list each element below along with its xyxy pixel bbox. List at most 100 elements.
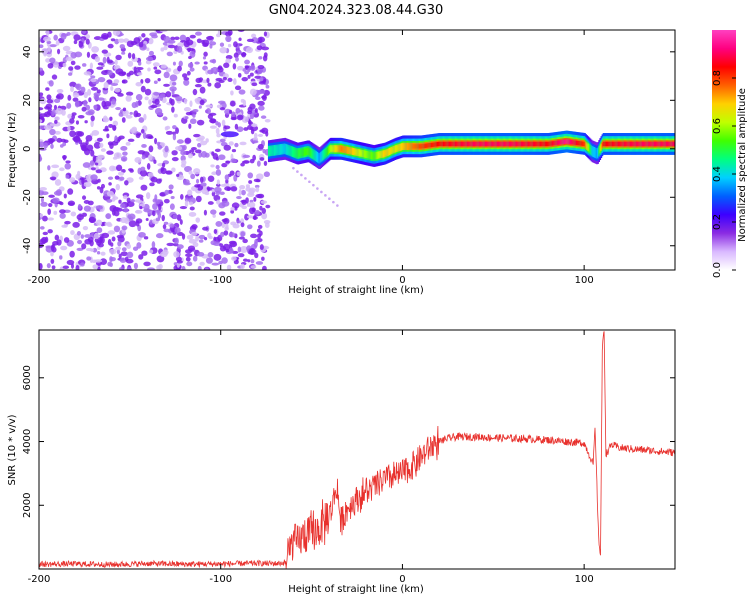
noise-blob (219, 42, 225, 47)
noise-blob (234, 142, 239, 148)
ridge-band (335, 146, 338, 151)
noise-blob (243, 127, 249, 131)
ridge-band (327, 146, 330, 155)
noise-blob (69, 118, 75, 124)
noise-blob (88, 216, 96, 223)
noise-blob (101, 183, 105, 189)
noise-blob (88, 97, 92, 103)
noise-blob (42, 231, 49, 236)
ridge-band (500, 141, 502, 147)
noise-blob (160, 47, 165, 52)
ridge-band (431, 142, 434, 148)
noise-blob (102, 117, 110, 123)
ridge-band (552, 141, 555, 146)
noise-blob (96, 227, 103, 234)
ridge-band (466, 141, 469, 147)
ridge-band (447, 141, 450, 147)
noise-blob (133, 37, 141, 44)
noise-blob (39, 113, 48, 118)
noise-blob (39, 189, 45, 196)
noise-blob (63, 237, 70, 243)
ridge-band (440, 141, 442, 147)
ridge-band (514, 141, 517, 147)
ridge-band (503, 141, 506, 147)
noise-blob (86, 144, 94, 152)
noise-blob (241, 116, 249, 123)
ridge-band (372, 152, 375, 160)
noise-blob (192, 255, 198, 262)
noise-blob (51, 111, 55, 117)
ridge-band (283, 145, 285, 153)
ridge-band (369, 151, 372, 159)
noise-blob (97, 242, 104, 248)
noise-blob (140, 184, 148, 191)
noise-blob (234, 85, 242, 91)
noise-blob (163, 83, 170, 87)
noise-blob (177, 65, 182, 72)
noise-blob (46, 263, 51, 269)
noise-blob (53, 104, 58, 110)
noise-blob (189, 100, 193, 108)
faint-point (304, 177, 307, 180)
ridge-band (392, 147, 394, 153)
noise-blob (82, 63, 87, 67)
ridge-band (657, 141, 659, 147)
noise-blob (109, 248, 117, 255)
ridge-band (507, 141, 510, 147)
ridge-band (505, 141, 508, 147)
ridge-band (557, 140, 560, 145)
ridge-band (613, 141, 616, 147)
ridge-band (269, 147, 271, 155)
noise-blob (232, 63, 237, 70)
ridge-band (633, 141, 635, 147)
ridge-band (496, 141, 499, 147)
noise-blob (192, 88, 198, 96)
noise-blob (223, 144, 232, 151)
noise-blob (91, 86, 99, 91)
noise-blob (186, 234, 194, 240)
noise-blob (215, 164, 220, 170)
ridge-band (587, 145, 590, 150)
ridge-band (339, 146, 342, 151)
ridge-band (575, 140, 578, 145)
noise-blob (236, 126, 244, 133)
ridge-band (460, 141, 463, 147)
noise-blob (251, 82, 258, 87)
ridge-band (324, 149, 327, 157)
ridge-band (378, 152, 380, 158)
noise-blob (225, 54, 233, 60)
noise-blob (53, 34, 58, 41)
ridge-band (571, 140, 573, 145)
ridge-band (660, 141, 663, 147)
ridge-band (455, 141, 458, 147)
ridge-band (637, 141, 640, 147)
ridge-band (333, 146, 336, 151)
ridge-band (621, 141, 623, 147)
noise-blob (219, 47, 228, 54)
noise-blob (76, 214, 84, 221)
ridge-band (351, 149, 354, 154)
noise-blob (43, 142, 48, 149)
ridge-band (358, 150, 361, 155)
ridge-band (374, 152, 377, 160)
ridge-band (601, 143, 604, 148)
noise-blob (228, 232, 236, 238)
noise-blob (260, 115, 267, 119)
noise-blob (95, 169, 103, 174)
ridge-band (524, 141, 526, 147)
ridge-band (442, 141, 445, 147)
noise-blob (227, 77, 233, 82)
noise-blob (152, 210, 156, 217)
ridge-band (391, 148, 393, 153)
noise-blob (163, 45, 168, 51)
ridge-band (329, 145, 331, 154)
noise-blob (85, 134, 93, 142)
ridge-band (590, 146, 593, 155)
ridge-band (363, 150, 366, 158)
noise-blob (229, 250, 234, 254)
noise-blob (257, 193, 265, 199)
ridge-band (520, 141, 523, 147)
ridge-band (501, 141, 503, 147)
ridge-band (444, 141, 447, 147)
ridge-band (479, 141, 482, 147)
